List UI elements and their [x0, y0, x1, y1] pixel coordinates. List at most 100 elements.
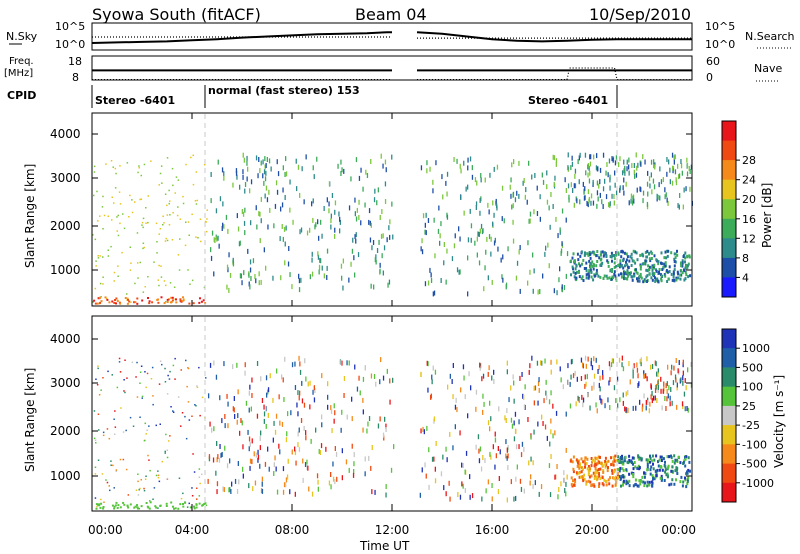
velocity-echo — [100, 498, 102, 501]
velocity-echo — [666, 388, 668, 394]
power-echo — [131, 199, 133, 201]
velocity-echo-near — [140, 505, 143, 508]
power-echo — [673, 159, 675, 165]
velocity-echo-cluster — [615, 480, 618, 484]
velocity-echo-cluster — [590, 457, 593, 460]
power-echo — [556, 290, 558, 296]
power-echo — [156, 241, 158, 243]
power-echo-cluster — [653, 272, 656, 275]
power-echo — [587, 172, 589, 178]
power-echo — [334, 233, 336, 239]
velocity-echo — [240, 418, 242, 423]
velocity-echo — [528, 460, 530, 466]
power-echo — [496, 164, 499, 170]
velocity-echo-cluster — [594, 469, 597, 473]
power-echo-cluster — [596, 250, 599, 253]
velocity-echo-cluster — [684, 456, 686, 459]
velocity-echo — [654, 360, 656, 366]
power-echo — [382, 233, 384, 239]
velocity-echo — [272, 437, 274, 443]
velocity-echo — [208, 393, 210, 399]
power-echo — [567, 183, 570, 189]
power-echo-cluster — [658, 271, 661, 275]
velocity-echo — [494, 437, 497, 443]
power-echo-cluster — [624, 264, 626, 268]
velocity-echo — [150, 378, 153, 380]
power-echo — [182, 202, 185, 205]
power-echo — [456, 267, 459, 273]
velocity-echo — [259, 445, 261, 451]
power-echo — [633, 169, 635, 175]
colorbar-tick-label: 12 — [742, 232, 756, 245]
velocity-echo — [569, 403, 572, 409]
power-echo — [169, 200, 171, 202]
power-echo-cluster — [689, 274, 692, 278]
velocity-echo — [451, 379, 453, 384]
power-echo — [265, 163, 267, 168]
velocity-echo — [118, 357, 121, 360]
power-echo — [240, 273, 242, 279]
velocity-echo — [320, 443, 323, 449]
velocity-echo — [199, 482, 201, 485]
power-echo — [601, 199, 603, 205]
velocity-echo — [636, 362, 638, 368]
velocity-echo — [287, 458, 289, 464]
power-echo — [129, 269, 132, 271]
velocity-echo — [682, 375, 684, 381]
velocity-echo — [313, 397, 316, 403]
velocity-echo — [113, 487, 115, 489]
power-echo — [509, 184, 511, 190]
velocity-echo-cluster — [625, 480, 628, 484]
velocity-echo — [430, 393, 432, 399]
power-echo-cluster — [654, 276, 656, 280]
power-echo-cluster — [653, 254, 656, 258]
velocity-echo — [632, 405, 634, 411]
power-echo — [311, 271, 314, 277]
velocity-echo — [375, 381, 377, 387]
power-echo — [121, 251, 123, 254]
velocity-echo-cluster — [593, 474, 596, 478]
power-echo — [107, 255, 110, 257]
velocity-echo-near — [148, 507, 151, 510]
power-echo — [116, 230, 118, 232]
velocity-echo-near — [165, 505, 168, 507]
power-echo — [512, 192, 514, 198]
velocity-echo — [522, 393, 524, 399]
power-echo-cluster — [613, 273, 616, 276]
power-echo — [623, 168, 625, 174]
power-echo — [264, 156, 266, 162]
velocity-echo — [261, 476, 263, 482]
power-echo-cluster — [617, 273, 620, 277]
velocity-echo — [317, 479, 319, 485]
velocity-echo-cluster — [589, 467, 592, 471]
power-echo — [243, 220, 246, 226]
power-echo — [371, 245, 373, 251]
velocity-echo — [119, 458, 122, 461]
velocity-echo — [650, 364, 652, 370]
power-echo — [516, 190, 518, 196]
power-echo-near — [157, 301, 160, 304]
power-echo — [136, 232, 139, 234]
power-echo — [221, 226, 223, 231]
velocity-echo-near — [173, 507, 175, 510]
velocity-echo — [660, 388, 662, 394]
power-echo — [264, 176, 267, 182]
velocity-echo — [119, 371, 122, 373]
power-echo — [659, 195, 661, 201]
velocity-echo-cluster — [640, 479, 643, 483]
power-echo-cluster — [590, 275, 593, 279]
velocity-ytick-2000: 2000 — [50, 424, 81, 438]
velocity-echo-cluster — [646, 462, 649, 466]
power-echo — [210, 255, 213, 261]
velocity-echo — [622, 392, 624, 398]
power-echo — [474, 177, 477, 183]
power-echo — [197, 237, 199, 239]
power-echo-near — [168, 298, 170, 301]
power-echo — [386, 237, 388, 243]
velocity-ytick-3000: 3000 — [50, 376, 81, 390]
velocity-echo — [482, 393, 484, 399]
velocity-echo-cluster — [605, 479, 608, 483]
velocity-echo-cluster — [681, 484, 684, 488]
velocity-echo-cluster — [676, 472, 679, 475]
power-echo — [326, 275, 328, 280]
